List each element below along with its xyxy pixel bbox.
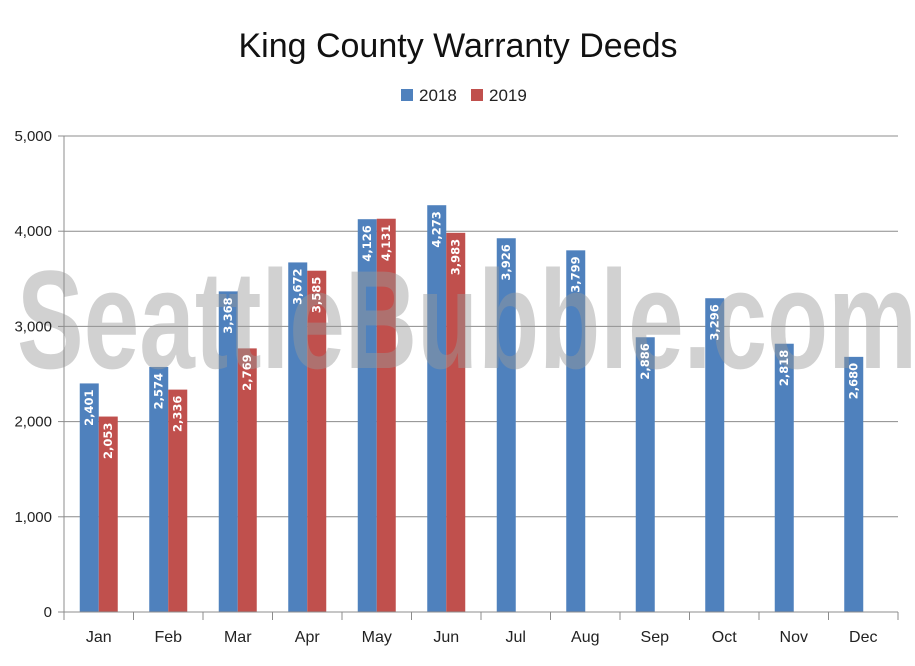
data-labels: 2,401 2,574 3,368 3,672 4,126 4,273 3,926 3,799… xyxy=(82,211,861,459)
legend: 2018 2019 xyxy=(401,86,527,105)
x-category-label: Oct xyxy=(712,629,737,646)
data-label: 4,131 xyxy=(379,225,393,261)
x-category-label: Jul xyxy=(506,629,526,646)
bar-2018 xyxy=(427,205,447,613)
x-category-label: Dec xyxy=(849,629,877,646)
bar-2019 xyxy=(237,348,257,612)
x-category-label: Jun xyxy=(433,629,459,646)
bar-2018 xyxy=(844,356,864,612)
bar-2018 xyxy=(635,337,655,612)
data-label: 4,273 xyxy=(430,211,444,247)
data-label: 4,126 xyxy=(360,225,374,261)
bar-2018 xyxy=(774,343,794,612)
bar-2019 xyxy=(446,232,466,612)
data-label: 3,672 xyxy=(291,268,305,304)
legend-swatch xyxy=(401,89,413,101)
legend-label: 2019 xyxy=(489,86,527,105)
x-category-label: Mar xyxy=(224,629,252,646)
y-tick-label: 4,000 xyxy=(14,223,52,240)
y-tick-label: 5,000 xyxy=(14,128,52,145)
data-label: 3,585 xyxy=(310,277,324,313)
axes: 0 1,000 2,000 3,000 4,000 5,000 Jan Feb Mar Apr Ma… xyxy=(14,128,899,646)
bar-2018 xyxy=(496,238,516,612)
data-label: 3,368 xyxy=(221,297,235,333)
data-label: 2,680 xyxy=(847,363,861,399)
data-label: 2,769 xyxy=(240,354,254,390)
bar-2019 xyxy=(376,218,396,612)
data-label: 2,336 xyxy=(171,396,185,432)
data-label: 3,983 xyxy=(449,239,463,275)
legend-label: 2018 xyxy=(419,86,457,105)
data-label: 2,574 xyxy=(152,373,166,409)
bar-2018 xyxy=(705,298,725,612)
chart-title: King County Warranty Deeds xyxy=(238,27,677,65)
x-category-label: Feb xyxy=(154,629,182,646)
bar-2018 xyxy=(79,383,99,612)
y-tick-label: 0 xyxy=(44,604,52,621)
bar-2019 xyxy=(307,270,327,612)
watermark-text: SeattleBubble.com xyxy=(17,241,915,398)
x-category-label: Sep xyxy=(641,629,670,646)
bar-2018 xyxy=(218,291,238,612)
data-label: 3,296 xyxy=(708,304,722,340)
bar-2018 xyxy=(357,219,377,612)
data-label: 3,926 xyxy=(499,244,513,280)
x-category-label: Apr xyxy=(295,629,321,646)
y-tick-label: 1,000 xyxy=(14,509,52,526)
data-label: 2,053 xyxy=(101,423,115,459)
bar-2018 xyxy=(149,366,169,612)
data-label: 2,401 xyxy=(82,389,96,425)
x-category-label: Nov xyxy=(780,629,808,646)
data-label: 2,818 xyxy=(777,350,791,386)
y-tick-label: 2,000 xyxy=(14,414,52,431)
bar-2018 xyxy=(566,250,586,612)
y-tick-label: 3,000 xyxy=(14,318,52,335)
bars xyxy=(79,205,864,613)
data-label: 2,886 xyxy=(638,343,652,379)
x-category-label: Aug xyxy=(571,629,599,646)
gridlines xyxy=(64,135,898,518)
bar-2018 xyxy=(288,262,308,612)
bar-2019 xyxy=(98,416,118,612)
bar-2019 xyxy=(168,389,188,612)
x-category-label: May xyxy=(362,629,392,646)
x-category-label: Jan xyxy=(86,629,112,646)
data-label: 3,799 xyxy=(569,256,583,292)
legend-swatch xyxy=(471,89,483,101)
